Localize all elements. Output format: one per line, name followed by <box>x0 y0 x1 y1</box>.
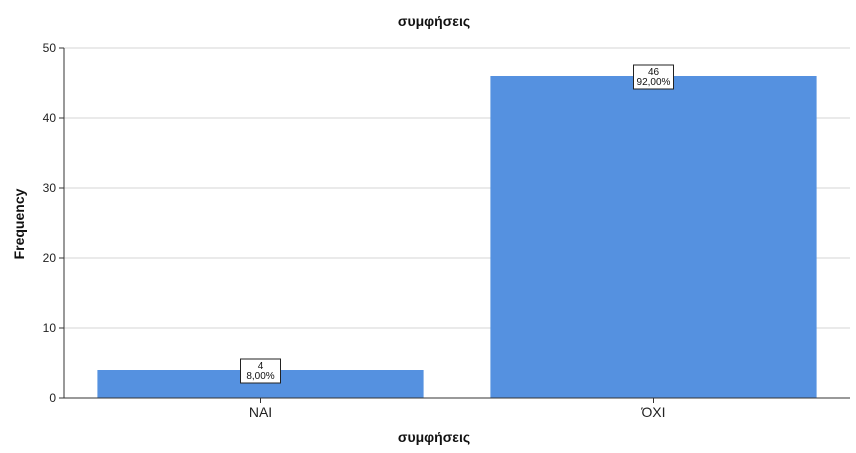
data-label-percent: 8,00% <box>246 371 274 382</box>
x-axis-label: συμφήσεις <box>398 429 470 445</box>
data-label-box <box>633 64 674 90</box>
y-tick-label: 30 <box>43 181 57 195</box>
y-tick-label: 10 <box>43 321 57 335</box>
bars <box>97 76 817 398</box>
data-label-box <box>240 358 281 384</box>
x-tick-label: ΌΧΙ <box>640 404 665 420</box>
chart-title: συμφήσεις <box>398 13 470 29</box>
data-label-count: 46 <box>648 67 660 78</box>
x-tick-label: NAI <box>249 404 272 420</box>
y-axis-ticks: 0 10 20 30 40 50 <box>43 41 64 405</box>
y-tick-label: 50 <box>43 41 57 55</box>
data-label-count: 4 <box>258 361 264 372</box>
y-tick-label: 40 <box>43 111 57 125</box>
category-labels: NAI ΌΧΙ <box>249 398 666 420</box>
data-label-percent: 92,00% <box>637 77 671 88</box>
y-axis-label: Frequency <box>11 188 27 259</box>
y-tick-label: 0 <box>49 391 56 405</box>
y-tick-label: 20 <box>43 251 57 265</box>
bar-1 <box>490 76 817 398</box>
